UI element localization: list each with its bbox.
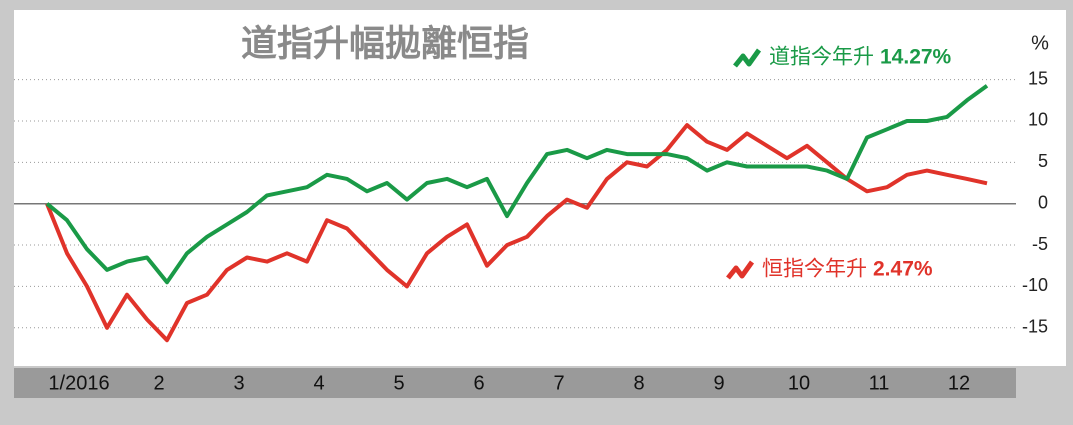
x-tick-label: 10 (788, 372, 810, 394)
x-tick-label: 8 (633, 372, 644, 394)
chart-title: 道指升幅拋離恒指 (241, 23, 529, 64)
y-tick-label: -15 (1022, 317, 1048, 337)
x-tick-label: 3 (233, 372, 244, 394)
legend-swatch (726, 260, 755, 280)
x-tick-label: 9 (713, 372, 724, 394)
y-tick-label: -10 (1022, 275, 1048, 295)
x-tick-label: 5 (393, 372, 404, 394)
x-tick-label: 4 (313, 372, 324, 394)
value-label: 14.27% (880, 46, 952, 69)
plot-background (14, 10, 1066, 366)
x-tick-label: 6 (473, 372, 484, 394)
series-line (45, 84, 989, 285)
series-line (45, 123, 988, 343)
value-label: 2.47% (873, 258, 933, 281)
legend-swatch (733, 48, 762, 68)
y-tick-label: 15 (1028, 68, 1048, 88)
legend-label: 恒指今年升 (762, 258, 867, 281)
y-tick-label: 5 (1038, 151, 1048, 171)
y-tick-label: 0 (1038, 192, 1048, 212)
y-axis-label: % (1031, 32, 1049, 54)
legend-label: 道指今年升 (769, 46, 874, 69)
x-tick-label: 1/2016 (48, 372, 109, 394)
x-tick-label: 12 (948, 372, 970, 394)
month-bar (14, 368, 1016, 398)
y-tick-label: -5 (1032, 234, 1048, 254)
y-tick-label: 10 (1028, 110, 1048, 130)
x-tick-label: 11 (869, 372, 890, 394)
x-tick-label: 7 (553, 372, 564, 394)
x-tick-label: 2 (153, 372, 164, 394)
